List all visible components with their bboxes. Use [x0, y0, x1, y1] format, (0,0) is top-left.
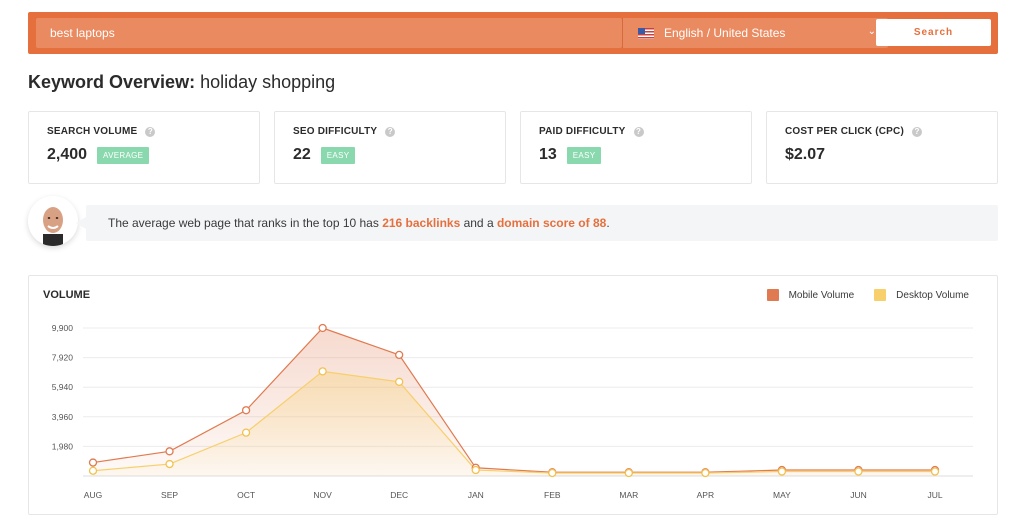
paid-difficulty-badge: EASY [566, 146, 602, 164]
seo-difficulty-label: SEO DIFFICULTY [293, 126, 378, 137]
page-title: Keyword Overview: holiday shopping [28, 72, 335, 93]
desktop-point [165, 459, 174, 469]
x-tick-label: AUG [84, 490, 102, 500]
tip-middle: and a [460, 216, 497, 230]
mobile-point [88, 458, 98, 467]
language-select[interactable]: English / United States ⌄ [622, 18, 888, 48]
mobile-point [395, 350, 404, 360]
paid-difficulty-card: PAID DIFFICULTY? 13 EASY [520, 111, 752, 184]
mobile-swatch [766, 289, 779, 301]
paid-difficulty-value: 13 [539, 146, 557, 163]
search-volume-badge: AVERAGE [97, 146, 150, 164]
chart-title: VOLUME [43, 289, 91, 301]
legend-label-desktop: Desktop Volume [896, 289, 969, 301]
x-tick-label: JAN [468, 490, 484, 500]
y-tick-label: 1,980 [52, 441, 74, 451]
mobile-point [165, 447, 174, 456]
search-input[interactable] [36, 18, 622, 48]
desktop-point [777, 467, 787, 476]
x-tick-label: NOV [313, 490, 332, 500]
cpc-card: COST PER CLICK (CPC)? $2.07 [766, 111, 998, 184]
desktop-point [318, 367, 327, 376]
desktop-point [930, 467, 940, 476]
y-tick-label: 7,920 [52, 353, 74, 363]
tip-backlinks: 216 backlinks [382, 216, 461, 230]
y-tick-label: 3,960 [52, 412, 74, 422]
desktop-swatch [874, 289, 887, 301]
x-tick-label: FEB [544, 490, 561, 500]
desktop-point [471, 465, 480, 475]
cpc-value: $2.07 [785, 146, 826, 163]
search-volume-value: 2,400 [47, 146, 88, 163]
search-button[interactable]: Search [876, 19, 991, 46]
volume-chart: 1,980 3,960 5,940 7,920 9,900 AUG SEP OCT NOV DEC… [52, 323, 973, 500]
legend-label-mobile: Mobile Volume [788, 289, 855, 301]
seo-difficulty-badge: EASY [320, 146, 356, 164]
mobile-point [318, 323, 327, 333]
mobile-point [241, 406, 251, 415]
legend-item-desktop[interactable]: Desktop Volume [874, 289, 969, 301]
us-flag-icon [638, 27, 654, 39]
x-tick-label: MAR [619, 490, 638, 500]
x-tick-label: DEC [390, 490, 408, 500]
mobile-line [92, 327, 935, 473]
search-volume-label: SEARCH VOLUME [47, 126, 138, 137]
help-icon[interactable]: ? [385, 126, 396, 137]
avatar-illustration [28, 196, 78, 246]
desktop-point [88, 466, 98, 475]
x-tick-label: OCT [237, 490, 255, 500]
y-tick-label: 9,900 [52, 323, 74, 333]
chevron-down-icon: ⌄ [867, 26, 876, 37]
search-bar: English / United States ⌄ Search [28, 12, 998, 54]
seo-difficulty-value: 22 [293, 146, 311, 163]
paid-difficulty-label: PAID DIFFICULTY [539, 126, 626, 137]
cpc-label: COST PER CLICK (CPC) [785, 126, 904, 137]
page-title-keyword: holiday shopping [200, 72, 336, 92]
y-tick-label: 5,940 [52, 382, 74, 392]
backlinks-tip: The average web page that ranks in the t… [76, 205, 998, 241]
help-icon[interactable]: ? [145, 126, 156, 137]
help-icon[interactable]: ? [633, 126, 644, 137]
tip-domain-score: domain score of 88 [496, 216, 607, 230]
desktop-line [92, 370, 935, 474]
desktop-point [395, 377, 404, 386]
language-label: English / United States [664, 26, 786, 40]
desktop-point [701, 468, 710, 478]
seo-difficulty-card: SEO DIFFICULTY? 22 EASY [274, 111, 506, 184]
x-tick-label: JUN [850, 490, 867, 500]
x-tick-label: JUL [927, 490, 942, 500]
avatar [28, 196, 78, 246]
search-volume-card: SEARCH VOLUME? 2,400 AVERAGE [28, 111, 260, 184]
volume-chart-panel: 1,980 3,960 5,940 7,920 9,900 AUG SEP OCT NOV DEC… [28, 275, 998, 515]
desktop-point [854, 467, 863, 476]
desktop-point [624, 468, 633, 478]
desktop-point [548, 468, 557, 478]
help-icon[interactable]: ? [912, 126, 922, 137]
desktop-area [93, 371, 935, 476]
desktop-point [241, 428, 251, 437]
legend-item-mobile[interactable]: Mobile Volume [766, 289, 855, 301]
x-tick-label: SEP [161, 490, 178, 500]
tip-prefix: The average web page that ranks in the t… [108, 216, 383, 230]
x-tick-label: APR [697, 490, 714, 500]
chart-legend: Mobile Volume Desktop Volume [747, 289, 969, 301]
tip-suffix: . [606, 216, 610, 230]
x-tick-label: MAY [773, 490, 791, 500]
page-title-label: Keyword Overview: [28, 72, 196, 92]
